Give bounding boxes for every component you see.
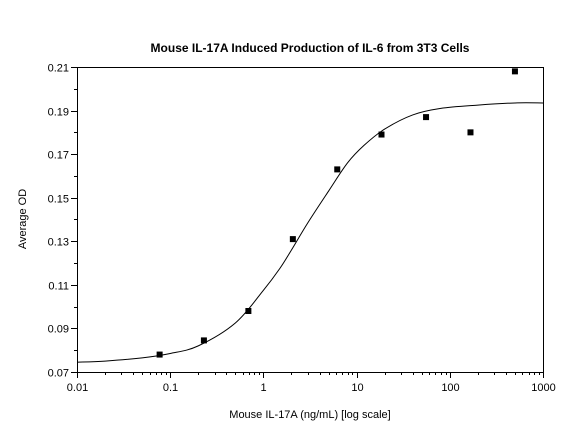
x-tick-label: 10 [351,382,363,394]
chart-title: Mouse IL-17A Induced Production of IL-6 … [151,41,470,55]
y-tick-label: 0.15 [48,194,69,206]
y-tick-label: 0.21 [48,63,69,75]
data-point [289,236,296,243]
y-tick-label: 0.17 [48,150,69,162]
y-tick-label: 0.19 [48,107,69,119]
plot-area: 0.01 0.1 1 10 100 10000.070.090.110.130.150.1… [48,63,556,395]
x-tick-label: 0.01 [67,382,88,394]
plot-frame [77,67,544,373]
data-point [156,351,163,358]
x-tick-label: 100 [441,382,459,394]
x-tick-label: 1 [260,382,266,394]
data-point [423,114,430,121]
data-point [334,166,341,173]
x-axis-title: Mouse IL-17A (ng/mL) [log scale] [229,409,390,421]
x-tick-label: 1000 [531,382,555,394]
y-tick-label: 0.11 [48,281,69,293]
data-point [378,131,385,138]
x-tick-label: 0.1 [163,382,178,394]
data-point [245,308,252,314]
y-axis-title: Average OD [17,189,29,249]
data-point [511,68,518,75]
y-tick-label: 0.13 [48,237,69,249]
fit-curve [76,102,544,363]
data-point [200,337,207,344]
y-tick-label: 0.09 [48,324,69,336]
y-tick-label: 0.07 [48,368,69,380]
data-point [467,129,474,136]
